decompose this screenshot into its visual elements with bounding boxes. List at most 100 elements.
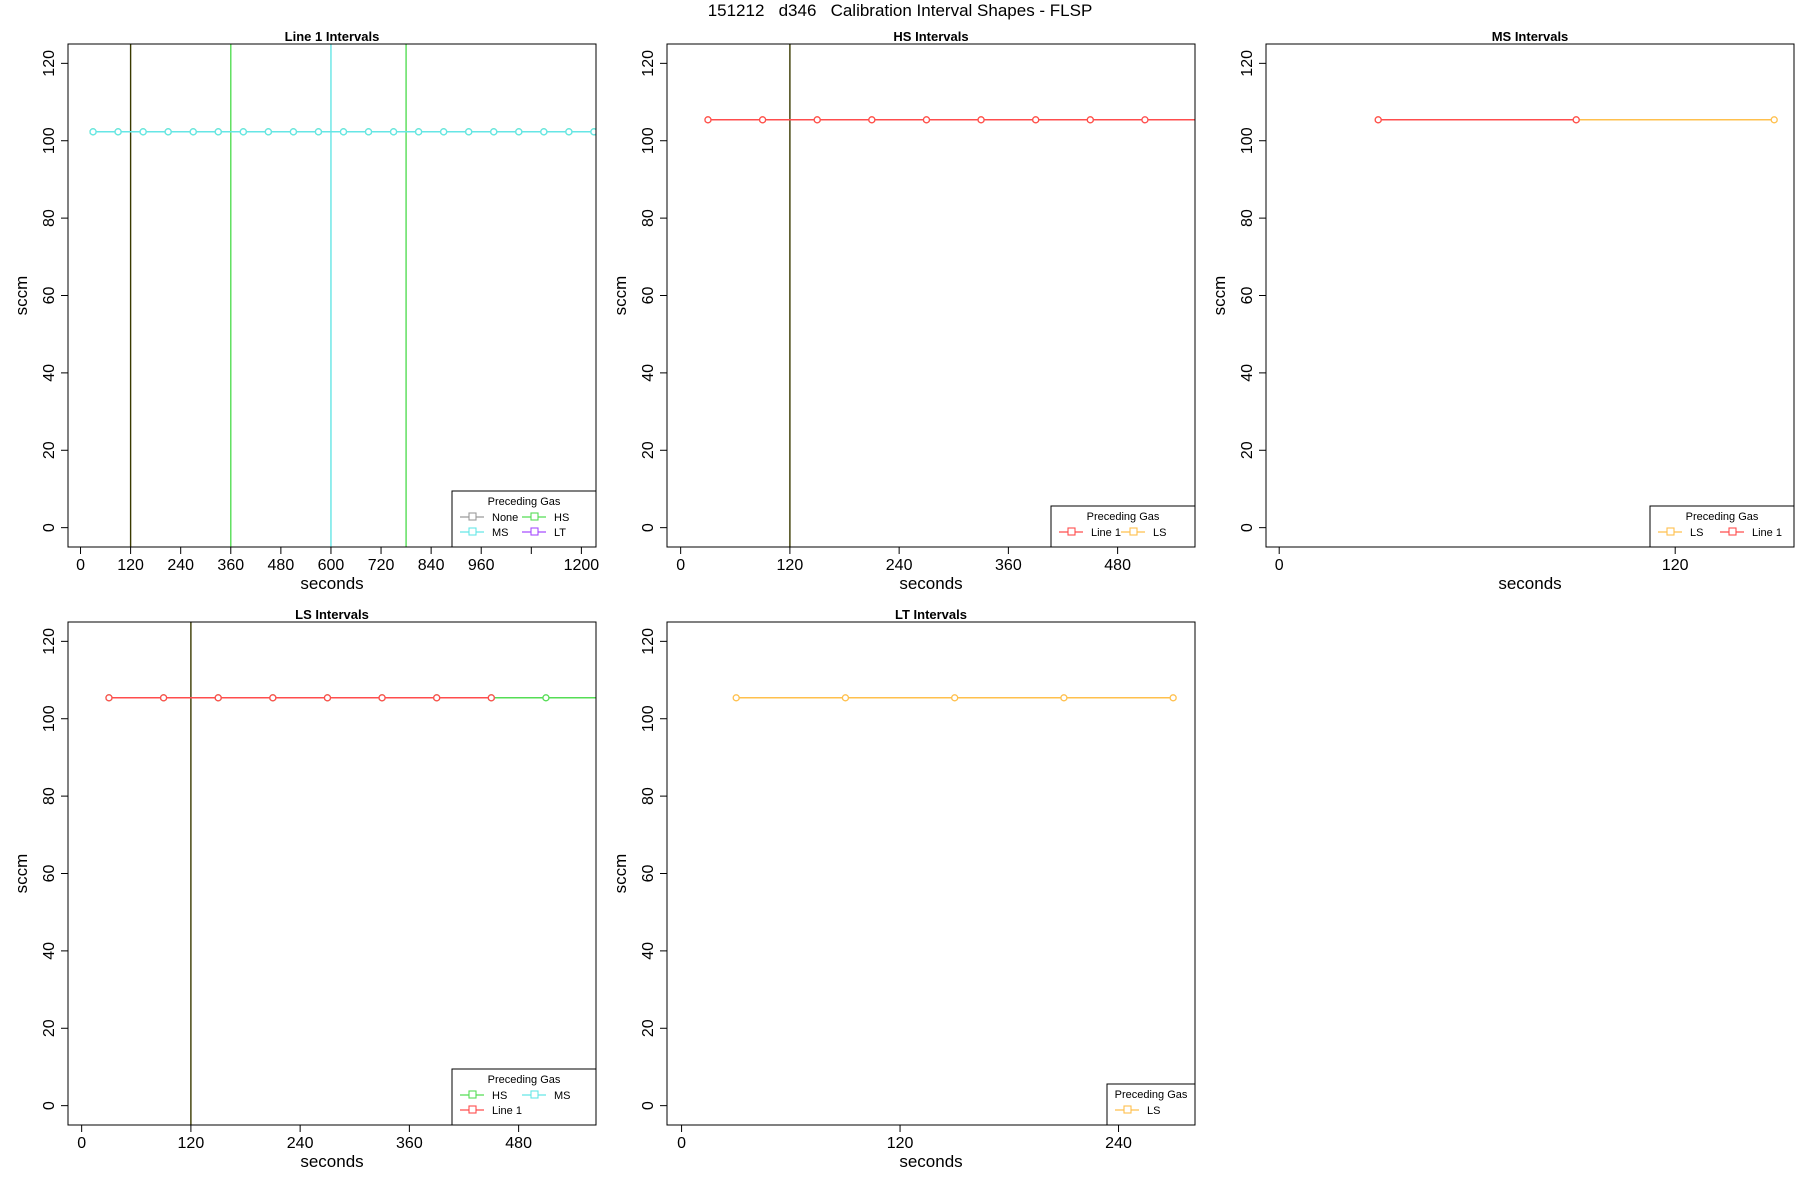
panel-1-x-tick-label: 960 <box>468 557 495 574</box>
panel-1-point <box>189 128 197 136</box>
panel-3-x-axis-label: seconds <box>1498 574 1561 593</box>
panel-3-x-tick-label: 0 <box>1275 557 1284 574</box>
figure-title: 151212 d346 Calibration Interval Shapes … <box>707 1 1093 20</box>
panel-5-point <box>841 694 850 702</box>
panel-3-legend-marker <box>1666 527 1675 536</box>
panel-1-legend-label: None <box>492 512 518 524</box>
panel-4-legend-label: Line 1 <box>492 1105 522 1117</box>
panel-4-group: LS Intervals 0 120 240 360 480 seconds 0 20 40 60 8… <box>12 607 597 1171</box>
panel-2-legend-label: LS <box>1153 527 1166 539</box>
panel-2-y-tick-label: 60 <box>640 287 657 305</box>
panel-3-legend-label: LS <box>1690 527 1703 539</box>
panel-1-y-tick-label: 40 <box>41 364 58 382</box>
panel-4-y-tick-label: 60 <box>41 865 58 883</box>
panel-2-x-tick-label: 240 <box>886 557 913 574</box>
panel-1-legend-title: Preceding Gas <box>488 496 561 508</box>
panel-1-point <box>264 128 272 136</box>
panel-4-point <box>105 694 113 702</box>
panel-2-point <box>758 116 767 124</box>
panel-1-point <box>114 128 122 136</box>
panel-1-point <box>490 128 498 136</box>
panel-1-point <box>389 128 398 136</box>
panel-5-point <box>732 694 740 702</box>
panel-1-point <box>515 128 523 136</box>
panel-5-y-tick-label: 60 <box>640 865 657 883</box>
panel-1-legend-label: LT <box>554 527 566 539</box>
panel-2-plot-area <box>704 44 1195 547</box>
panel-4-legend-label: MS <box>554 1090 571 1102</box>
panel-4-x-tick-label: 360 <box>396 1135 423 1152</box>
panel-4-point <box>159 694 168 702</box>
panel-1-title: Line 1 Intervals <box>285 29 380 44</box>
panel-2-point <box>704 116 712 124</box>
panel-5-y-tick-label: 0 <box>640 1101 657 1110</box>
panel-2-legend-marker <box>1129 527 1138 536</box>
panel-4-x-tick-label: 0 <box>77 1135 86 1152</box>
panel-2-point <box>922 116 931 124</box>
panel-4-y-axis-label: sccm <box>12 854 31 894</box>
panel-2-point <box>977 116 985 124</box>
panel-3-group: MS Intervals 0 120 seconds 0 20 40 60 80 100 120 sc… <box>1210 29 1795 593</box>
panel-5-y-tick-label: 40 <box>640 942 657 960</box>
panel-5-x-tick-label: 0 <box>677 1135 686 1152</box>
panel-4-point <box>269 694 277 702</box>
panel-2-legend-label: Line 1 <box>1091 527 1121 539</box>
panel-2-y-tick-label: 20 <box>640 441 657 459</box>
panel-2-point <box>868 116 876 124</box>
panel-2-x-axis-label: seconds <box>899 574 962 593</box>
panel-4-point <box>433 694 441 702</box>
panel-5-legend: Preceding Gas LS <box>1106 1083 1196 1126</box>
panel-2-y-tick-label: 120 <box>640 50 657 77</box>
panel-4-x-tick-label: 120 <box>178 1135 205 1152</box>
panel-1-x-axis-label: seconds <box>300 574 363 593</box>
panel-1-point <box>540 128 548 136</box>
panel-4-legend: Preceding Gas HS MS Line 1 <box>451 1068 597 1126</box>
panel-2-legend-marker <box>1067 527 1076 536</box>
panel-1-x-tick-label: 120 <box>117 557 144 574</box>
panel-1-point <box>139 128 147 136</box>
panel-2-x-tick-label: 0 <box>676 557 685 574</box>
panel-1-point <box>440 128 448 136</box>
panel-3-y-tick-label: 20 <box>1239 441 1256 459</box>
panel-1-y-axis-label: sccm <box>12 276 31 316</box>
panel-1-point <box>239 128 247 136</box>
panel-1-x-tick-label: 600 <box>318 557 345 574</box>
panel-5-legend-marker <box>1123 1105 1132 1114</box>
panel-3-legend-box <box>1649 505 1795 548</box>
panel-4-point <box>378 694 386 702</box>
panel-1-point <box>89 128 97 136</box>
panel-1-point <box>289 128 298 136</box>
panel-5-y-tick-label: 120 <box>640 628 657 655</box>
panel-1-point <box>164 128 172 136</box>
panel-4-point <box>323 694 332 702</box>
panel-3-legend-marker <box>1728 527 1737 536</box>
panel-2-y-axis-label: sccm <box>611 276 630 316</box>
panel-4-legend-title: Preceding Gas <box>488 1074 561 1086</box>
panel-3-y-tick-label: 40 <box>1239 364 1256 382</box>
panel-5-point <box>1060 694 1068 702</box>
panel-5-legend-label: LS <box>1147 1105 1160 1117</box>
panel-1-x-tick-label: 840 <box>418 557 445 574</box>
panel-3-y-tick-label: 80 <box>1239 209 1256 227</box>
panel-1-x-tick-label: 360 <box>217 557 244 574</box>
panel-2-legend: Preceding Gas Line 1 LS <box>1050 505 1196 548</box>
panel-5-y-tick-label: 20 <box>640 1019 657 1037</box>
panel-1-legend-marker <box>468 527 477 536</box>
panel-4-y-tick-label: 0 <box>41 1101 58 1110</box>
panel-4-legend-marker <box>468 1090 477 1099</box>
panel-4-legend-marker <box>468 1105 477 1114</box>
panel-2-point <box>813 116 821 124</box>
panel-4-y-tick-label: 120 <box>41 628 58 655</box>
panel-4-legend-marker <box>530 1090 539 1099</box>
panel-1-legend-marker <box>468 512 477 521</box>
panel-5-point <box>1169 694 1177 702</box>
panel-4-point <box>487 694 495 702</box>
panel-2-x-tick-label: 120 <box>777 557 804 574</box>
panel-5-plot-area <box>732 694 1177 702</box>
panel-4-x-tick-label: 480 <box>505 1135 532 1152</box>
panel-1-point <box>314 128 323 136</box>
panel-3-plot-area <box>1374 116 1778 124</box>
panel-1-plot-area <box>89 44 596 547</box>
panel-5-title: LT Intervals <box>895 607 967 622</box>
